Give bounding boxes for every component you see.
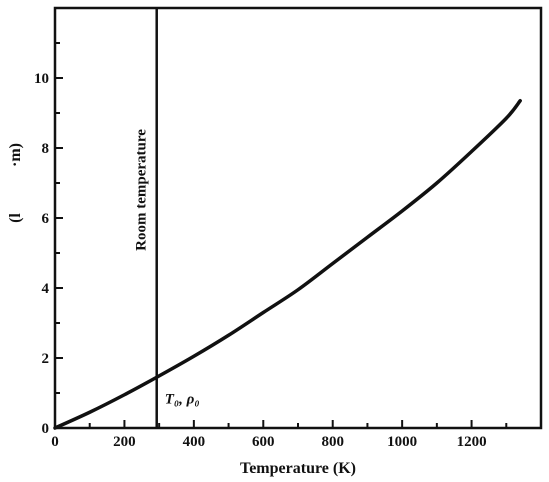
y-tick-label: 2 — [42, 351, 50, 367]
x-axis-title: Temperature (K) — [240, 460, 356, 477]
x-tick-label: 0 — [51, 434, 59, 450]
y-axis-title-part2: ·m) — [7, 143, 24, 167]
y-ticks: 0 2 4 6 8 10 — [34, 42, 63, 437]
y-tick-label: 8 — [42, 141, 50, 157]
room-temperature-label: Room temperature — [134, 129, 150, 251]
y-tick-label: 10 — [34, 71, 49, 87]
x-tick-label: 600 — [252, 434, 275, 450]
x-tick-label: 200 — [113, 434, 136, 450]
y-tick-label: 6 — [42, 211, 50, 227]
x-tick-label: 400 — [183, 434, 206, 450]
x-tick-label: 800 — [321, 434, 344, 450]
y-tick-label: 4 — [42, 281, 50, 297]
x-tick-label: 1200 — [457, 434, 487, 450]
x-tick-label: 1000 — [387, 434, 417, 450]
y-axis-title-part1: (l — [7, 213, 24, 223]
resistivity-curve — [53, 99, 522, 430]
y-tick-label: 0 — [42, 421, 50, 437]
t0-rho0-label: T₀, ρ₀ — [165, 391, 200, 407]
x-ticks: 0 200 400 600 800 1000 1200 — [51, 420, 508, 450]
plot-frame — [53, 6, 543, 430]
